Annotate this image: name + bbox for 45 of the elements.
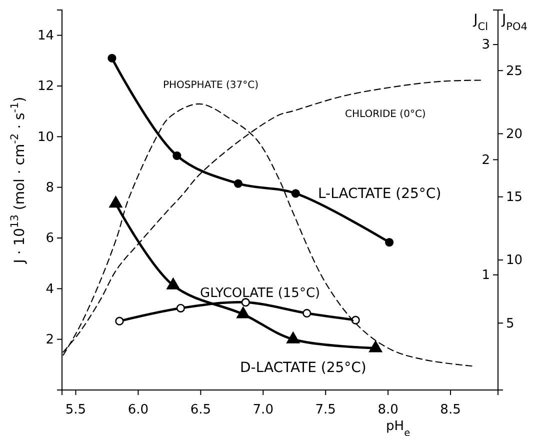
y2-tick-label: 2: [482, 152, 490, 168]
x-tick-label: 5.5: [65, 402, 86, 418]
point: [369, 340, 382, 352]
point: [385, 238, 394, 247]
point: [286, 332, 300, 344]
x-tick-label: 6.0: [128, 402, 149, 418]
point: [109, 196, 122, 208]
point: [236, 306, 250, 318]
y3-tick-label: 20: [506, 126, 523, 142]
point: [115, 316, 124, 326]
point: [176, 304, 185, 312]
point: [302, 308, 312, 318]
y2-axis-title: J$_{Cl}$: [472, 12, 488, 33]
point: [291, 189, 300, 198]
series-label: D-LACTATE (25°C): [240, 360, 366, 376]
x-tick-label: 6.5: [190, 402, 212, 418]
y3-tick-label: 25: [506, 64, 523, 79]
y-tick-label: 10: [37, 130, 54, 145]
y-tick-label: 14: [37, 28, 54, 44]
x-tick-label: 8.5: [440, 402, 461, 418]
x-tick-label: 8.0: [378, 402, 398, 418]
point: [351, 316, 360, 324]
y-tick-label: 12: [37, 79, 54, 94]
y3-axis-title: J$_{PO4}$: [501, 12, 528, 33]
y-tick-label: 2: [46, 332, 54, 348]
point: [108, 54, 116, 62]
y2-tick-label: 1: [482, 268, 490, 284]
y-tick-label: 4: [46, 282, 54, 297]
y-tick-label: 6: [46, 231, 54, 246]
y3-tick-label: 5: [506, 316, 514, 332]
y2-tick-label: 3: [482, 38, 490, 53]
series-label: GLYCOLATE (15°C): [200, 286, 320, 301]
series-label: L-LACTATE (25°C): [318, 186, 442, 202]
y-tick-label: 8: [46, 180, 54, 196]
y3-tick-label: 15: [506, 190, 523, 206]
point: [241, 298, 250, 307]
x-axis-title: pH$_{e}$: [386, 419, 410, 436]
point: [234, 179, 242, 188]
x-tick-label: 7.5: [315, 402, 336, 418]
series-label: CHLORIDE (0°C): [345, 109, 426, 120]
y3-tick-label: 10: [506, 253, 523, 268]
text: PHOSPHATE (37°C): [163, 80, 259, 91]
point: [166, 278, 180, 290]
point: [172, 151, 182, 160]
x-tick-label: 7.0: [252, 402, 274, 418]
